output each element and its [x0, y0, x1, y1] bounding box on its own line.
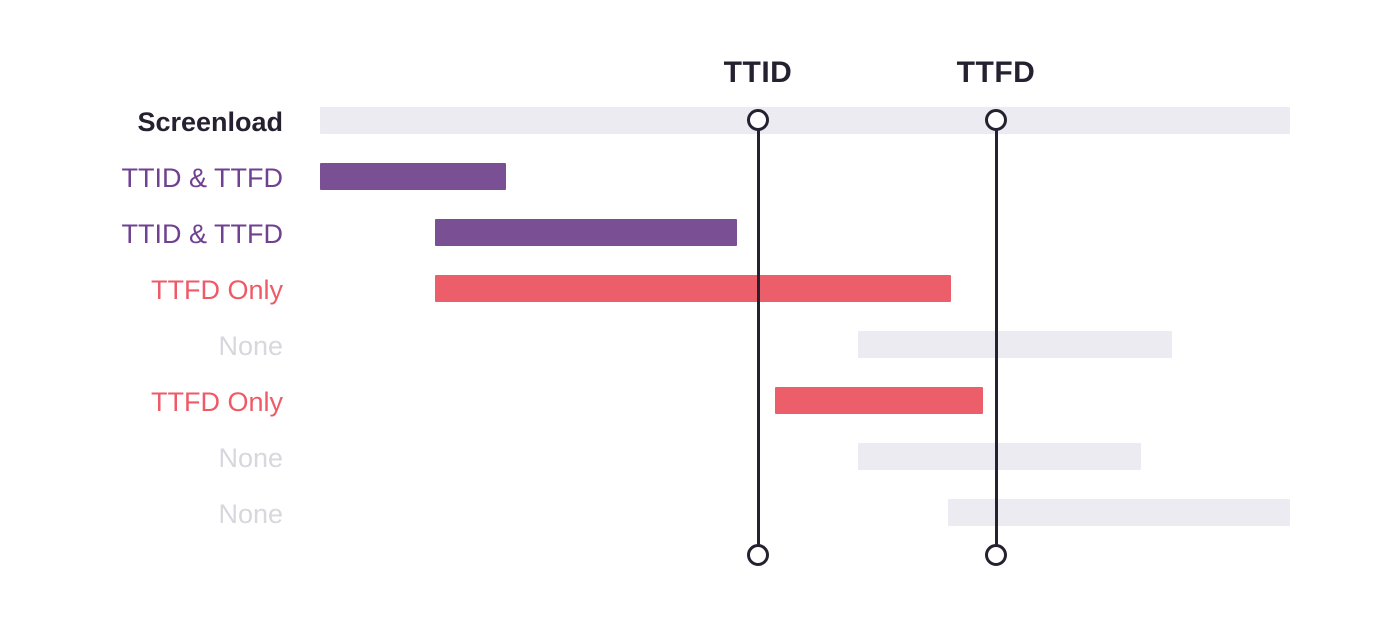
ttid-top-circle: [747, 109, 769, 131]
row-span-bar-3: [435, 275, 951, 302]
ttfd-top-circle: [985, 109, 1007, 131]
row-label-3: TTFD Only: [151, 275, 283, 305]
row-label-0: Screenload: [137, 107, 283, 137]
row-label-4: None: [218, 331, 283, 361]
row-span-bar-0: [320, 107, 1290, 134]
ttid-marker-label: TTID: [723, 56, 793, 89]
row-label-7: None: [218, 499, 283, 529]
row-label-5: TTFD Only: [151, 387, 283, 417]
row-label-1: TTID & TTFD: [121, 163, 284, 193]
row-span-bar-5: [775, 387, 983, 414]
row-span-bar-2: [435, 219, 737, 246]
ttid-bottom-circle: [747, 544, 769, 566]
row-span-bar-6: [858, 443, 1141, 470]
row-span-bar-7: [948, 499, 1290, 526]
ttid-marker-line: [756, 120, 760, 555]
row-label-2: TTID & TTFD: [121, 219, 284, 249]
row-label-6: None: [218, 443, 283, 473]
row-span-bar-4: [858, 331, 1172, 358]
ttfd-marker-line: [994, 120, 998, 555]
ttfd-marker-label: TTFD: [956, 56, 1036, 89]
row-span-bar-1: [320, 163, 506, 190]
ttfd-bottom-circle: [985, 544, 1007, 566]
